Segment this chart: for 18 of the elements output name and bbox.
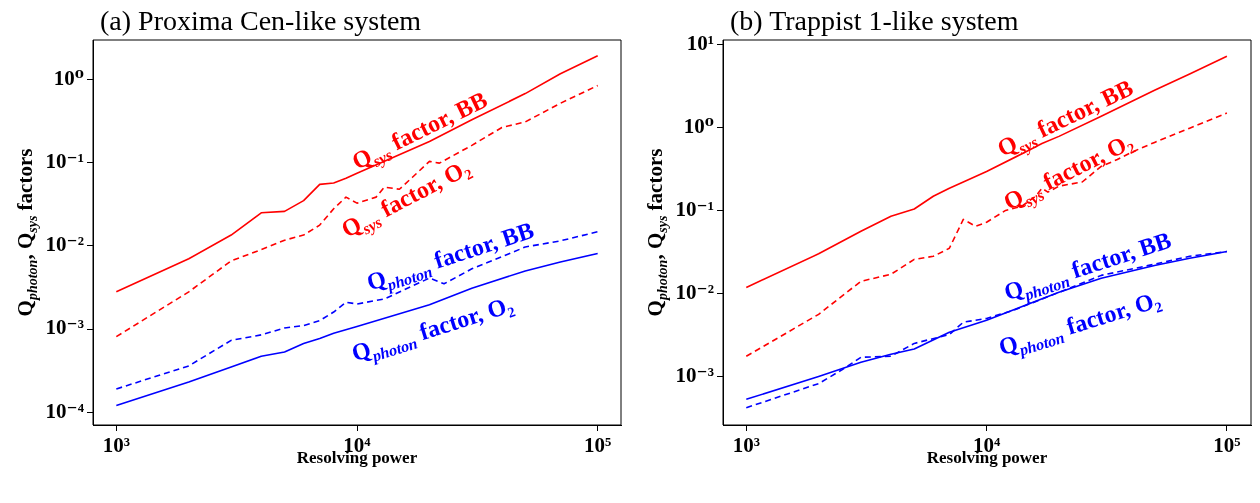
y-tick-label: 10⁻¹ [675,196,714,221]
y-axis-title: Qphoton, Qsys factors [13,148,41,317]
y-axis-title: Qphoton, Qsys factors [643,148,671,317]
y-tick-label: 10⁻⁴ [45,398,85,423]
y-tick-label: 10⁻² [45,232,84,257]
y-tick-label: 10⁻¹ [45,149,84,174]
y-tick-label: 10⁰ [683,113,714,138]
x-tick-label: 10⁵ [1213,433,1241,458]
y-tick-label: 10⁻³ [45,315,84,340]
y-tick-label: 10¹ [686,30,714,55]
y-tick-label: 10⁻² [675,279,714,304]
chart-title: (a) Proxima Cen-like system [100,5,422,36]
x-tick-label: 10³ [732,433,760,458]
y-tick-label: 10⁰ [53,66,84,91]
chart-title: (b) Trappist 1-like system [730,5,1019,36]
x-tick-label: 10⁵ [584,433,612,458]
x-tick-label: 10³ [102,433,130,458]
y-tick-label: 10⁻³ [675,362,714,387]
